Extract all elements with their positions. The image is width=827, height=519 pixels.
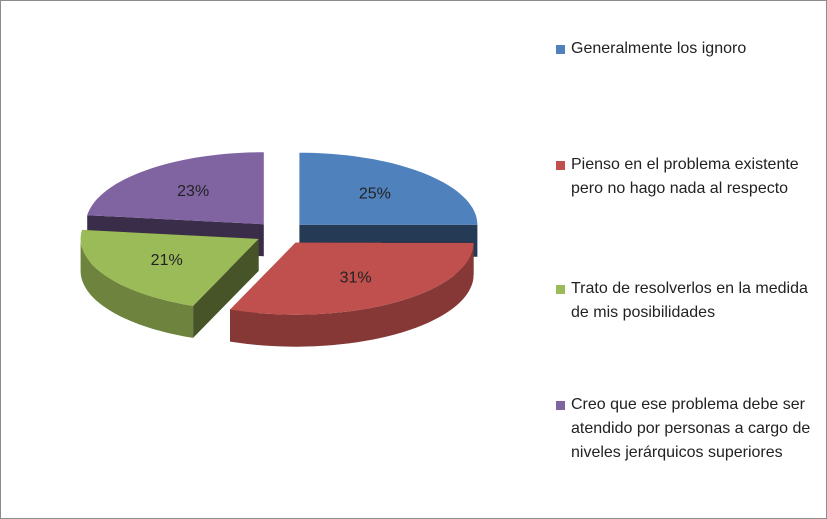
legend-label: Creo que ese problema debe ser atendido …: [571, 396, 811, 461]
slice-side: [230, 242, 474, 347]
legend-label: Generalmente los ignoro: [571, 40, 747, 57]
data-label: 23%: [177, 183, 209, 200]
slice-side: [80, 239, 194, 338]
legend-swatch: [556, 401, 565, 410]
slice: 31%: [230, 242, 474, 347]
legend-swatch: [556, 45, 565, 54]
legend-item: Trato de resolverlos en la medida de mis…: [556, 277, 821, 325]
slice-top: [230, 242, 474, 315]
legend-label: Pienso en el problema existente pero no …: [571, 156, 799, 197]
legend-swatch: [556, 285, 565, 294]
slice: 25%: [299, 152, 478, 257]
slice-top: [299, 152, 478, 225]
slice-top: [80, 229, 259, 306]
data-label: 25%: [359, 185, 391, 202]
data-label: 21%: [151, 252, 183, 269]
legend-item: Pienso en el problema existente pero no …: [556, 153, 821, 201]
legend-label: Trato de resolverlos en la medida de mis…: [571, 280, 808, 321]
pie-plot: 23% 25% 21% 31%: [80, 152, 478, 347]
legend-item: Generalmente los ignoro: [556, 37, 821, 61]
data-label: 31%: [340, 270, 372, 287]
slice-top: [87, 152, 264, 225]
legend-item: Creo que ese problema debe ser atendido …: [556, 393, 821, 465]
legend-swatch: [556, 161, 565, 170]
slice: 21%: [80, 229, 259, 338]
